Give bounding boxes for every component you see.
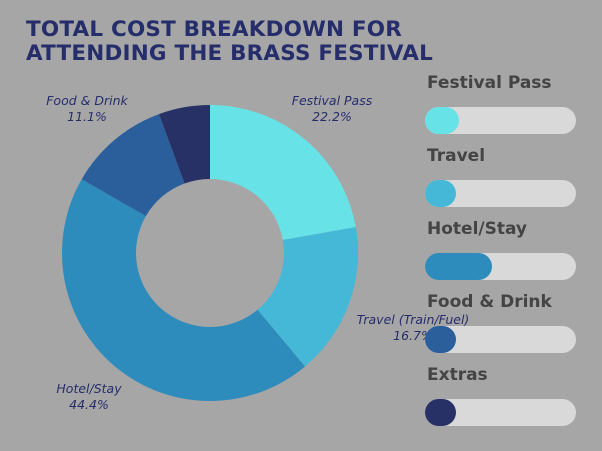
slice-value-label: 22.2% [312,109,352,124]
legend-label: Extras [427,365,488,385]
slice-label: Travel (Train/Fuel) 16.7% [357,312,470,343]
slice-category-label: Travel (Train/Fuel) [357,312,470,327]
legend-label: Festival Pass [427,73,552,93]
slice-category-label: Festival Pass [292,93,373,108]
slice-value-label: 11.1% [67,109,107,124]
slice-labels: Festival Pass 22.2% Travel (Train/Fuel) 16.… [46,93,469,412]
legend-bar-track [425,326,576,353]
slice-label: Hotel/Stay 44.4% [56,381,122,412]
slice-label: Festival Pass 22.2% [292,93,373,124]
legend-bar-fill [425,253,493,280]
legend-bar-track [425,253,576,280]
legend-bar-track [425,107,576,134]
chart-title-line-2: ATTENDING THE BRASS FESTIVAL [26,41,433,66]
legend-bar-track [425,180,576,207]
legend-bar-track [425,399,576,426]
legend-label: Hotel/Stay [427,219,527,239]
donut-slices [61,105,358,402]
legend-bar-fill [425,180,456,207]
chart-title-line-1: TOTAL COST BREAKDOWN FOR [26,17,403,42]
slice-value-label: 44.4% [69,397,109,412]
donut-slice-hotel-stay [61,179,306,402]
legend-label: Travel [427,146,486,166]
slice-label: Food & Drink 11.1% [46,93,128,124]
slice-value-label: 16.7% [393,328,433,343]
donut-slice-extras [158,105,210,184]
donut-slice-festival-pass [210,105,356,241]
slice-category-label: Hotel/Stay [56,381,122,396]
donut-slice-travel-train-fuel [257,227,358,367]
legend-bar-fill [425,107,459,134]
chart-title: TOTAL COST BREAKDOWN FOR ATTENDING THE B… [26,18,446,66]
legend-bar-fill [425,326,456,353]
legend-label: Food & Drink [427,292,552,312]
legend-bar-fill [425,399,456,426]
slice-category-label: Food & Drink [46,93,128,108]
donut-slice-food-drink [81,114,185,217]
